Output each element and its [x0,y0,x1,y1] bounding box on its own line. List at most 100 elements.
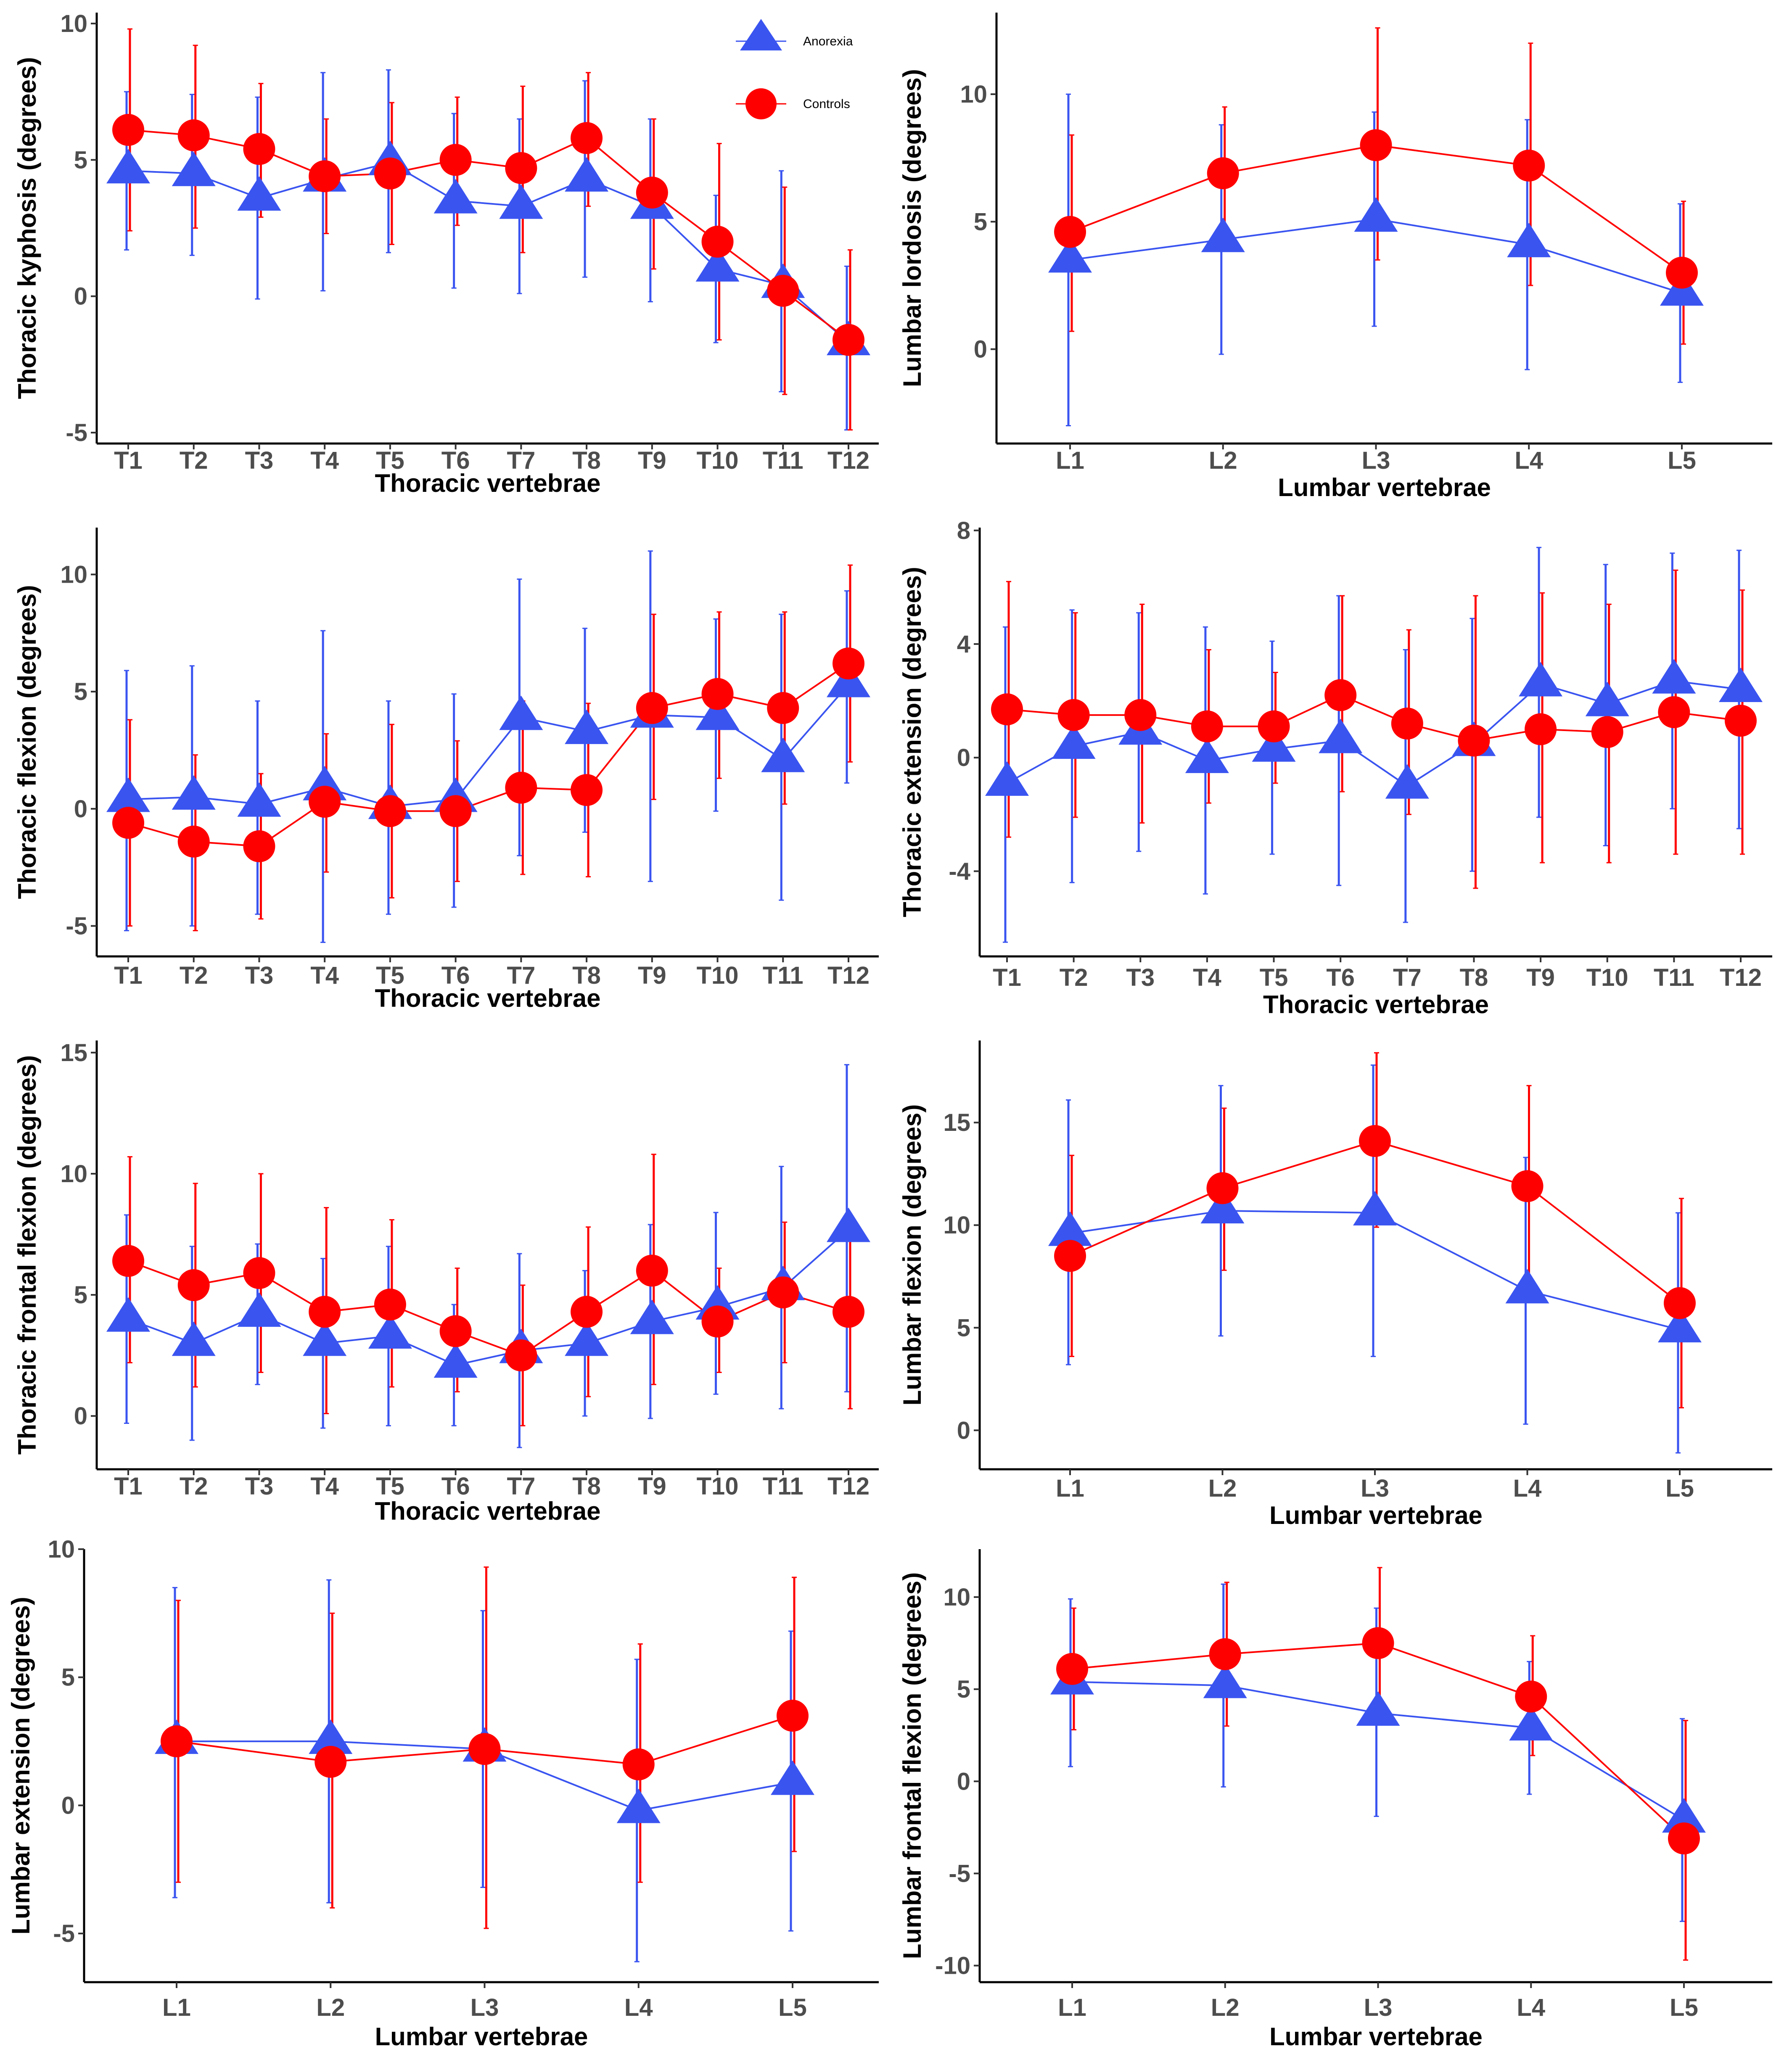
x-tick-label: T3 [245,962,274,989]
x-axis-title: Lumbar vertebrae [1269,2023,1483,2051]
controls-point [1207,157,1239,190]
controls-point [833,1296,864,1328]
controls-point [1513,149,1545,182]
anorexia-point [368,1314,412,1349]
controls-point [161,1725,193,1758]
controls-point [767,692,799,724]
controls-point [571,774,603,806]
x-tick-label: L5 [1670,1994,1698,2021]
controls-point [1054,216,1086,248]
controls-point [1359,1125,1391,1157]
y-tick-label: -10 [935,1952,970,1980]
anorexia-point [106,1297,150,1332]
y-axis-title: Lumbar frontal flexion (degrees) [898,1572,926,1959]
anorexia-point [172,775,216,810]
anorexia-point [1519,662,1563,697]
y-tick-label: 5 [957,1676,970,1703]
y-axis-title: Lumbar flexion (degrees) [898,1104,926,1406]
x-tick-label: T4 [310,1473,339,1500]
x-tick-label: T4 [1193,964,1221,991]
x-tick-label: L4 [1514,447,1543,474]
anorexia-point [106,149,150,184]
controls-point [701,1305,734,1338]
y-tick-label: 15 [60,1039,87,1067]
x-tick-label: T7 [507,962,536,989]
x-tick-label: L5 [778,1994,807,2021]
controls-point [1525,713,1557,745]
x-tick-label: T11 [1654,964,1694,991]
anorexia-point [1201,217,1245,252]
y-axis-title: Thoracic frontal flexion (degrees) [13,1055,41,1455]
x-axis-title: Lumbar vertebrae [1269,1501,1483,1529]
x-tick-label: T10 [697,1473,739,1500]
anorexia-point [1052,724,1096,759]
controls-point [309,160,341,193]
controls-point [1258,710,1290,742]
anorexia-point [172,151,216,186]
panel-thoracic-flexion: -5 0 5 10 T1 T2 T3 T4 T5 T6 T7 T8 T9 T10 T11 T12 Thoraci… [13,528,879,1012]
y-tick-label: 5 [61,1664,75,1691]
x-tick-label: T7 [507,447,536,474]
x-tick-label: T11 [763,1473,803,1500]
x-tick-label: T5 [376,447,404,474]
controls-point [1511,1170,1544,1202]
x-tick-label: T11 [763,447,803,474]
anorexia-series-line [128,1228,849,1366]
controls-point [1668,1822,1700,1855]
x-tick-label: L1 [1056,1475,1084,1502]
x-tick-label: T7 [1393,964,1422,991]
anorexia-point [827,1207,870,1242]
x-tick-label: L3 [1362,447,1390,474]
anorexia-point [565,157,609,192]
x-tick-label: T10 [697,447,739,474]
anorexia-point [106,777,150,812]
controls-point [505,1339,537,1372]
controls-point [315,1745,347,1778]
anorexia-point [1203,1664,1247,1698]
controls-series-line [128,129,849,341]
x-tick-label: L2 [1209,447,1237,474]
controls-point [1056,1653,1088,1685]
anorexia-point [1505,1269,1549,1304]
anorexia-point [303,1321,347,1356]
x-tick-label: T5 [376,1473,404,1500]
anorexia-point [827,663,870,697]
controls-point [374,1289,406,1321]
y-tick-label: -5 [53,1920,75,1947]
y-axis-title: Lumbar extension (degrees) [7,1597,35,1935]
controls-point [505,152,537,184]
controls-point [701,678,734,710]
anorexia-point [1354,197,1398,232]
x-tick-label: T12 [827,962,870,989]
controls-point [1458,724,1490,757]
x-tick-label: T5 [1260,964,1288,991]
controls-point [767,275,799,307]
controls-point [701,225,734,258]
y-axis-title: Thoracic kyphosis (degrees) [13,57,41,399]
x-tick-label: L1 [1056,447,1084,474]
x-tick-label: T7 [507,1473,536,1500]
controls-point [439,144,472,176]
controls-point [243,830,275,863]
anorexia-point [761,737,805,772]
x-tick-label: T12 [827,447,870,474]
anorexia-point [309,1719,353,1754]
x-tick-label: T3 [1126,964,1155,991]
y-tick-label: 8 [957,517,970,544]
y-tick-label: -5 [66,419,87,446]
anorexia-point [1252,727,1296,762]
x-tick-label: T8 [572,962,601,989]
y-tick-label: 0 [74,1402,87,1430]
anorexia-series-line [1070,1210,1680,1331]
anorexia-point [1048,1211,1092,1246]
y-tick-label: -4 [949,858,970,885]
y-axis-title: Thoracic flexion (degrees) [13,585,41,899]
controls-point [309,1296,341,1328]
controls-point [636,1254,668,1287]
x-tick-label: T9 [638,447,666,474]
triangle-icon [740,19,782,50]
controls-point [112,1245,144,1277]
anorexia-point [1185,738,1229,773]
controls-point [1666,256,1698,289]
anorexia-point [616,1788,661,1823]
